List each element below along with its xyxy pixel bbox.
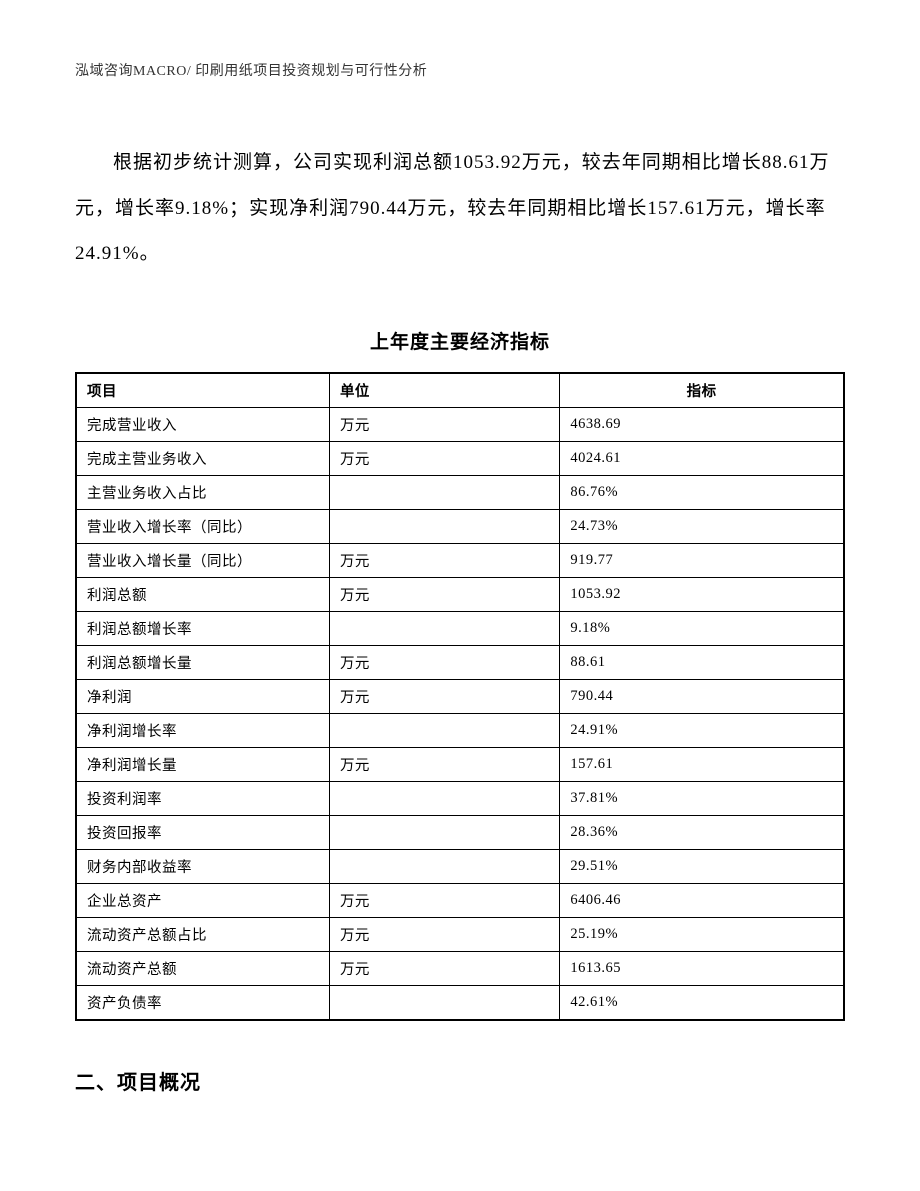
table-cell: 万元 bbox=[329, 441, 559, 475]
table-row: 企业总资产万元6406.46 bbox=[76, 883, 844, 917]
economic-indicators-table: 项目 单位 指标 完成营业收入万元4638.69完成主营业务收入万元4024.6… bbox=[75, 372, 845, 1021]
table-cell bbox=[329, 475, 559, 509]
table-cell: 919.77 bbox=[560, 543, 844, 577]
col-header-value: 指标 bbox=[560, 373, 844, 408]
table-cell bbox=[329, 781, 559, 815]
table-row: 投资利润率 37.81% bbox=[76, 781, 844, 815]
table-cell: 4638.69 bbox=[560, 407, 844, 441]
table-cell bbox=[329, 509, 559, 543]
table-cell: 流动资产总额 bbox=[76, 951, 329, 985]
table-cell: 投资利润率 bbox=[76, 781, 329, 815]
table-cell: 万元 bbox=[329, 883, 559, 917]
table-row: 营业收入增长量（同比）万元919.77 bbox=[76, 543, 844, 577]
table-cell: 利润总额增长量 bbox=[76, 645, 329, 679]
table-cell: 净利润 bbox=[76, 679, 329, 713]
table-cell: 主营业务收入占比 bbox=[76, 475, 329, 509]
table-cell: 28.36% bbox=[560, 815, 844, 849]
table-cell bbox=[329, 985, 559, 1020]
table-cell: 营业收入增长率（同比） bbox=[76, 509, 329, 543]
table-cell: 财务内部收益率 bbox=[76, 849, 329, 883]
section-heading: 二、项目概况 bbox=[75, 1066, 845, 1095]
table-cell: 万元 bbox=[329, 747, 559, 781]
table-row: 利润总额增长量万元88.61 bbox=[76, 645, 844, 679]
table-cell: 24.91% bbox=[560, 713, 844, 747]
table-cell: 利润总额 bbox=[76, 577, 329, 611]
table-cell: 42.61% bbox=[560, 985, 844, 1020]
table-header-row: 项目 单位 指标 bbox=[76, 373, 844, 408]
col-header-unit: 单位 bbox=[329, 373, 559, 408]
summary-paragraph: 根据初步统计测算，公司实现利润总额1053.92万元，较去年同期相比增长88.6… bbox=[75, 140, 845, 277]
table-cell: 营业收入增长量（同比） bbox=[76, 543, 329, 577]
table-title: 上年度主要经济指标 bbox=[75, 327, 845, 354]
table-cell: 86.76% bbox=[560, 475, 844, 509]
table-cell bbox=[329, 611, 559, 645]
table-cell: 6406.46 bbox=[560, 883, 844, 917]
table-cell: 88.61 bbox=[560, 645, 844, 679]
table-cell: 29.51% bbox=[560, 849, 844, 883]
table-cell: 企业总资产 bbox=[76, 883, 329, 917]
table-cell: 157.61 bbox=[560, 747, 844, 781]
table-cell: 万元 bbox=[329, 679, 559, 713]
table-cell: 万元 bbox=[329, 917, 559, 951]
table-cell bbox=[329, 713, 559, 747]
table-cell: 万元 bbox=[329, 577, 559, 611]
table-row: 利润总额增长率 9.18% bbox=[76, 611, 844, 645]
table-row: 净利润增长量万元157.61 bbox=[76, 747, 844, 781]
table-cell: 4024.61 bbox=[560, 441, 844, 475]
table-row: 财务内部收益率 29.51% bbox=[76, 849, 844, 883]
table-cell: 37.81% bbox=[560, 781, 844, 815]
table-cell bbox=[329, 849, 559, 883]
table-cell: 利润总额增长率 bbox=[76, 611, 329, 645]
table-cell: 净利润增长量 bbox=[76, 747, 329, 781]
table-cell: 净利润增长率 bbox=[76, 713, 329, 747]
col-header-item: 项目 bbox=[76, 373, 329, 408]
table-cell: 万元 bbox=[329, 407, 559, 441]
table-cell: 万元 bbox=[329, 645, 559, 679]
table-cell: 完成营业收入 bbox=[76, 407, 329, 441]
table-cell: 790.44 bbox=[560, 679, 844, 713]
table-cell: 万元 bbox=[329, 951, 559, 985]
table-cell: 流动资产总额占比 bbox=[76, 917, 329, 951]
table-row: 投资回报率 28.36% bbox=[76, 815, 844, 849]
table-row: 资产负债率 42.61% bbox=[76, 985, 844, 1020]
table-cell: 9.18% bbox=[560, 611, 844, 645]
table-cell: 资产负债率 bbox=[76, 985, 329, 1020]
document-header: 泓域咨询MACRO/ 印刷用纸项目投资规划与可行性分析 bbox=[75, 60, 845, 80]
table-cell: 万元 bbox=[329, 543, 559, 577]
table-row: 完成营业收入万元4638.69 bbox=[76, 407, 844, 441]
table-cell: 1053.92 bbox=[560, 577, 844, 611]
table-row: 完成主营业务收入万元4024.61 bbox=[76, 441, 844, 475]
table-cell: 1613.65 bbox=[560, 951, 844, 985]
table-cell: 25.19% bbox=[560, 917, 844, 951]
table-row: 利润总额万元1053.92 bbox=[76, 577, 844, 611]
table-row: 净利润万元790.44 bbox=[76, 679, 844, 713]
table-row: 净利润增长率 24.91% bbox=[76, 713, 844, 747]
table-row: 主营业务收入占比 86.76% bbox=[76, 475, 844, 509]
table-cell: 24.73% bbox=[560, 509, 844, 543]
table-cell: 完成主营业务收入 bbox=[76, 441, 329, 475]
table-row: 流动资产总额万元1613.65 bbox=[76, 951, 844, 985]
table-row: 流动资产总额占比万元25.19% bbox=[76, 917, 844, 951]
table-row: 营业收入增长率（同比） 24.73% bbox=[76, 509, 844, 543]
table-cell bbox=[329, 815, 559, 849]
table-cell: 投资回报率 bbox=[76, 815, 329, 849]
